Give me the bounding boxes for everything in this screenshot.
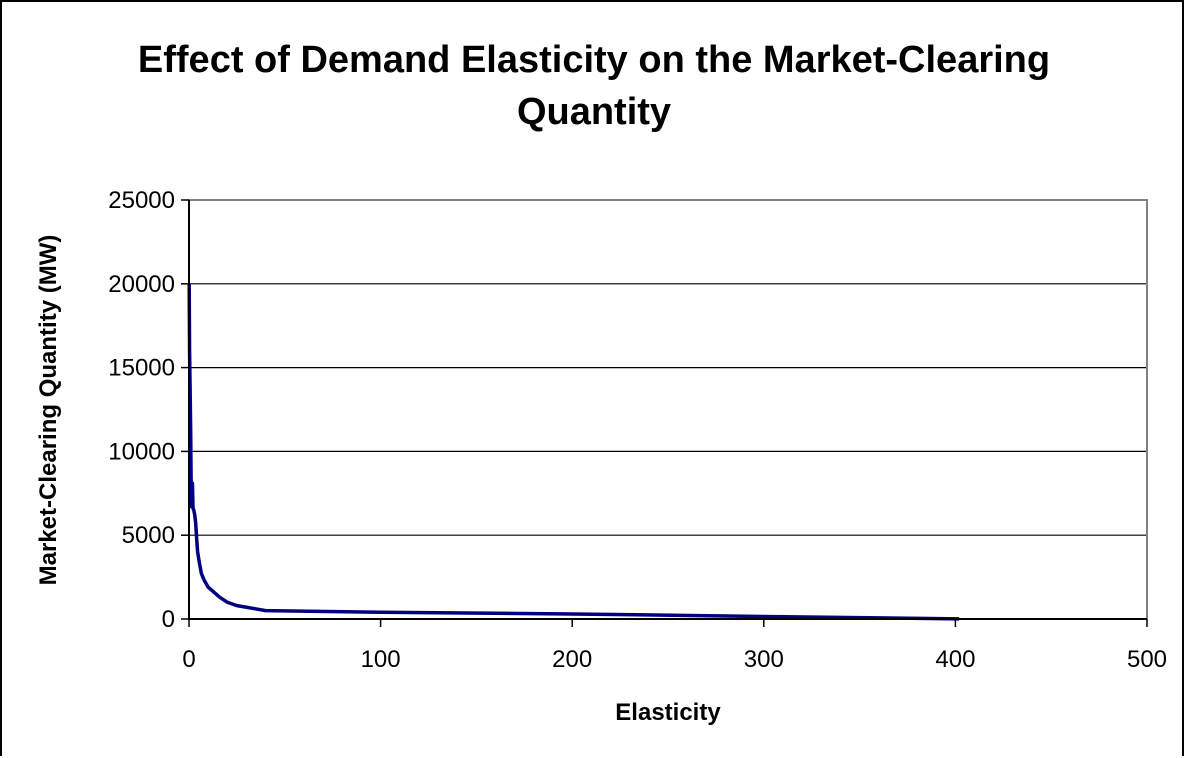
y-tick-label-15000: 15000 (108, 355, 175, 382)
tick-labels: 0 5000 10000 15000 20000 25000 0 100 200 300 400 50… (108, 187, 1167, 673)
series-layer (187, 283, 960, 621)
x-axis-title: Elasticity (615, 699, 721, 726)
series-line-0 (187, 283, 960, 621)
x-tick-label-200: 200 (552, 646, 592, 673)
x-tick-label-400: 400 (935, 646, 975, 673)
x-tick-label-500: 500 (1127, 646, 1167, 673)
plot-area-border (188, 199, 1148, 620)
chart-title: Effect of Demand Elasticity on the Marke… (60, 34, 1128, 138)
y-tick-label-10000: 10000 (108, 438, 175, 465)
gridlines (189, 283, 1147, 536)
y-tick-label-0: 0 (162, 606, 175, 633)
y-tick-label-20000: 20000 (108, 271, 175, 298)
chart-title-line-2: Quantity (516, 91, 672, 133)
x-tick-label-0: 0 (182, 646, 195, 673)
y-tick-label-25000: 25000 (108, 187, 175, 214)
y-tick-label-5000: 5000 (122, 522, 175, 549)
x-tick-label-300: 300 (744, 646, 784, 673)
axes (181, 199, 1148, 627)
x-tick-label-100: 100 (361, 646, 401, 673)
chart-title-line-1: Effect of Demand Elasticity on the Marke… (137, 39, 1051, 81)
y-axis-title: Market-Clearing Quantity (MW) (35, 235, 62, 586)
